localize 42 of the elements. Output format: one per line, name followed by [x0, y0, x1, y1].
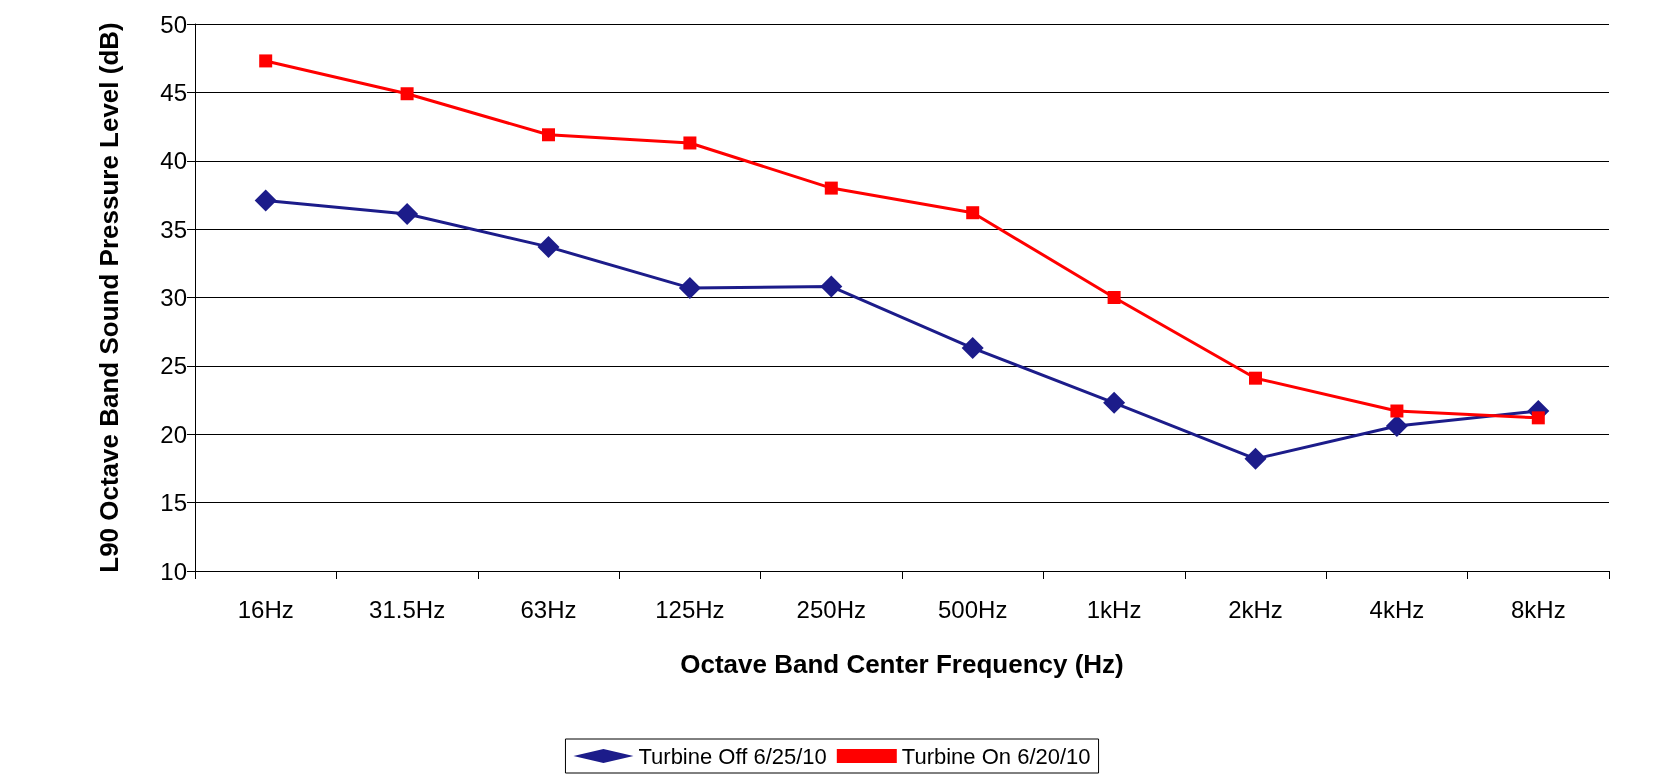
point [396, 203, 419, 226]
x-tick-label: 8kHz [1510, 595, 1566, 623]
x-tick-label: 500Hz [938, 595, 1008, 623]
point [542, 128, 555, 142]
legend-label: Turbine Off 6/25/10 [638, 743, 827, 769]
point [820, 275, 843, 298]
point [678, 276, 701, 299]
x-axis-title: Octave Band Center Frequency (Hz) [680, 649, 1124, 679]
point [683, 136, 697, 150]
y-tick-label: 30 [160, 284, 187, 311]
x-tick-label: 16Hz [237, 595, 294, 623]
x-tick-label: 4kHz [1369, 595, 1425, 623]
x-tick-label: 125Hz [655, 595, 725, 623]
point [1249, 371, 1262, 385]
y-tick-label: 50 [160, 10, 187, 38]
point [259, 54, 273, 68]
y-axis-title: L90 Octave Band Sound Pressure Level (dB) [94, 22, 124, 573]
x-tick-label: 63Hz [520, 595, 577, 623]
y-tick-label: 35 [160, 215, 187, 243]
point [1385, 415, 1408, 438]
x-tick-label: 1kHz [1086, 595, 1142, 623]
point [537, 235, 560, 258]
point [961, 337, 984, 360]
point [254, 189, 277, 212]
y-tick-label: 20 [160, 420, 187, 448]
point [400, 87, 414, 101]
point [1103, 391, 1126, 414]
x-tick-label: 31.5Hz [369, 595, 446, 623]
x-tick-label: 250Hz [796, 595, 866, 623]
y-tick-label: 40 [160, 147, 187, 175]
y-tick-label: 10 [160, 557, 187, 585]
x-tick-label: 2kHz [1228, 595, 1283, 623]
point [824, 181, 838, 195]
point [966, 206, 980, 220]
y-tick-label: 45 [160, 78, 187, 106]
point [1107, 291, 1121, 304]
y-tick-label: 15 [160, 489, 187, 517]
y-tick-label: 25 [160, 352, 187, 380]
point [1531, 411, 1545, 425]
point [1244, 447, 1267, 470]
point [1390, 404, 1404, 418]
legend-label: Turbine On 6/20/10 [901, 743, 1091, 769]
